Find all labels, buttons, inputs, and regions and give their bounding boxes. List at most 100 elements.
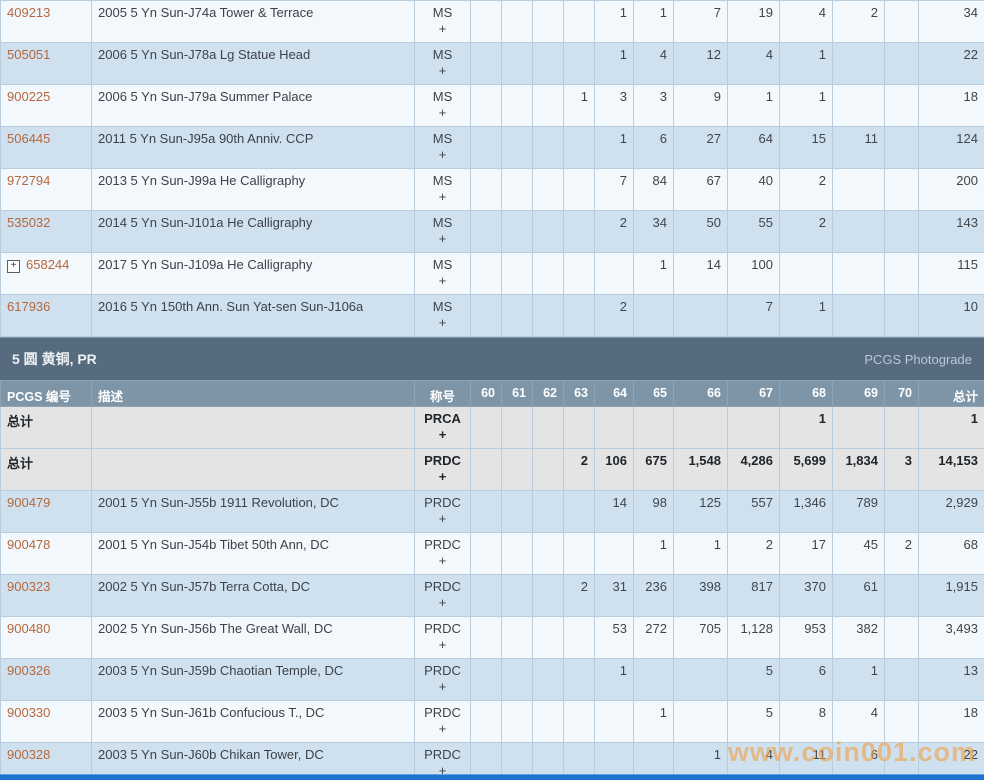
pop-row: 900326 2003 5 Yn Sun-J59b Chaotian Temple… bbox=[0, 658, 984, 701]
pcgs-number-cell: 535032 bbox=[0, 210, 92, 253]
pcgs-number-link[interactable]: 900225 bbox=[7, 89, 51, 104]
grade-count-63: 2 bbox=[563, 448, 595, 491]
designation-plus: + bbox=[438, 595, 447, 610]
grade-count-60 bbox=[470, 406, 502, 449]
grade-count-60 bbox=[470, 532, 502, 575]
grade-count-62 bbox=[532, 84, 564, 127]
total-count: 34 bbox=[918, 0, 984, 43]
bottom-scrollbar[interactable] bbox=[0, 774, 984, 780]
grade-count-64: 106 bbox=[594, 448, 634, 491]
pcgs-number-link[interactable]: 900328 bbox=[7, 747, 51, 762]
grade-count-60 bbox=[470, 42, 502, 85]
pcgs-number-cell: 900479 bbox=[0, 490, 92, 533]
pcgs-number-link[interactable]: 900323 bbox=[7, 579, 51, 594]
grade-count-69: 2 bbox=[832, 0, 885, 43]
pop-row: +658244 2017 5 Yn Sun-J109a He Calligraph… bbox=[0, 252, 984, 295]
coin-description: 2001 5 Yn Sun-J55b 1911 Revolution, DC bbox=[91, 490, 415, 533]
pcgs-number-link[interactable]: 658244 bbox=[26, 257, 70, 272]
grade-count-62 bbox=[532, 532, 564, 575]
designation-plus: + bbox=[438, 553, 447, 568]
pcgs-number-cell: 617936 bbox=[0, 294, 92, 337]
grade-count-68: 8 bbox=[779, 700, 833, 743]
pop-row: 900480 2002 5 Yn Sun-J56b The Great Wall,… bbox=[0, 616, 984, 659]
grade-count-64: 1 bbox=[594, 658, 634, 701]
pcgs-number-link[interactable]: 409213 bbox=[7, 5, 51, 20]
population-table-pr: PCGS 编号 描述 称号 60 61 62 63 64 65 66 67 68 69 70 总计 总计 PR… bbox=[0, 380, 984, 780]
grade-count-67: 7 bbox=[727, 294, 780, 337]
grade-count-61 bbox=[501, 252, 533, 295]
designation-cell: MS + bbox=[414, 42, 471, 85]
header-grade-62: 62 bbox=[532, 380, 564, 407]
grade-count-60 bbox=[470, 616, 502, 659]
designation-cell: PRDC + bbox=[414, 742, 471, 780]
pcgs-number-link[interactable]: 972794 bbox=[7, 173, 51, 188]
total-count: 22 bbox=[918, 742, 984, 780]
header-grade-63: 63 bbox=[563, 380, 595, 407]
grade-count-65: 1 bbox=[633, 0, 674, 43]
coin-description: 2003 5 Yn Sun-J59b Chaotian Temple, DC bbox=[91, 658, 415, 701]
grade-count-61 bbox=[501, 84, 533, 127]
designation-label: PRDC bbox=[424, 621, 461, 636]
grade-count-65: 3 bbox=[633, 84, 674, 127]
header-designation: 称号 bbox=[414, 380, 471, 407]
grade-count-62 bbox=[532, 742, 564, 780]
grade-count-66: 14 bbox=[673, 252, 728, 295]
designation-plus: + bbox=[438, 273, 447, 288]
designation-plus: + bbox=[438, 721, 447, 736]
designation-plus: + bbox=[438, 315, 447, 330]
grade-count-62 bbox=[532, 252, 564, 295]
grade-count-67: 100 bbox=[727, 252, 780, 295]
expand-icon[interactable]: + bbox=[7, 260, 20, 273]
designation-cell: MS + bbox=[414, 252, 471, 295]
grade-count-64 bbox=[594, 742, 634, 780]
designation-cell: MS + bbox=[414, 168, 471, 211]
grade-count-61 bbox=[501, 700, 533, 743]
pcgs-number-link[interactable]: 900480 bbox=[7, 621, 51, 636]
pcgs-number-link[interactable]: 900326 bbox=[7, 663, 51, 678]
pop-row: 900330 2003 5 Yn Sun-J61b Confucious T., … bbox=[0, 700, 984, 743]
designation-label: MS bbox=[432, 5, 453, 20]
designation-cell: PRDC + bbox=[414, 448, 471, 491]
designation-label: MS bbox=[432, 257, 453, 272]
total-row-label: 总计 bbox=[7, 414, 34, 429]
pcgs-number-link[interactable]: 505051 bbox=[7, 47, 51, 62]
total-count: 124 bbox=[918, 126, 984, 169]
grade-count-69: 45 bbox=[832, 532, 885, 575]
pcgs-number-cell: 900478 bbox=[0, 532, 92, 575]
pcgs-number-link[interactable]: 617936 bbox=[7, 299, 51, 314]
grade-count-60 bbox=[470, 210, 502, 253]
grade-count-67: 2 bbox=[727, 532, 780, 575]
grade-count-60 bbox=[470, 252, 502, 295]
pcgs-number-link[interactable]: 900330 bbox=[7, 705, 51, 720]
coin-description bbox=[91, 406, 415, 449]
pcgs-number-link[interactable]: 900478 bbox=[7, 537, 51, 552]
grade-count-70 bbox=[884, 490, 919, 533]
designation-plus: + bbox=[438, 63, 447, 78]
pcgs-number-cell: 505051 bbox=[0, 42, 92, 85]
grade-count-68: 1 bbox=[779, 294, 833, 337]
pcgs-number-link[interactable]: 535032 bbox=[7, 215, 51, 230]
grade-count-69: 61 bbox=[832, 574, 885, 617]
grade-count-63 bbox=[563, 490, 595, 533]
designation-cell: PRDC + bbox=[414, 532, 471, 575]
header-grade-61: 61 bbox=[501, 380, 533, 407]
grade-count-65: 1 bbox=[633, 252, 674, 295]
pcgs-photograde-link[interactable]: PCGS Photograde bbox=[864, 351, 972, 367]
pcgs-number-link[interactable]: 506445 bbox=[7, 131, 51, 146]
pcgs-number-link[interactable]: 900479 bbox=[7, 495, 51, 510]
pop-row: 900479 2001 5 Yn Sun-J55b 1911 Revolution… bbox=[0, 490, 984, 533]
grade-count-69: 1 bbox=[832, 658, 885, 701]
grade-count-61 bbox=[501, 742, 533, 780]
grade-count-67: 4 bbox=[727, 742, 780, 780]
grade-count-60 bbox=[470, 742, 502, 780]
pop-row: 900478 2001 5 Yn Sun-J54b Tibet 50th Ann,… bbox=[0, 532, 984, 575]
grade-count-64: 2 bbox=[594, 294, 634, 337]
grade-count-67: 817 bbox=[727, 574, 780, 617]
grade-count-66: 1 bbox=[673, 742, 728, 780]
grade-count-61 bbox=[501, 574, 533, 617]
grade-count-69 bbox=[832, 84, 885, 127]
grade-count-60 bbox=[470, 448, 502, 491]
header-grade-68: 68 bbox=[779, 380, 833, 407]
grade-count-69: 789 bbox=[832, 490, 885, 533]
